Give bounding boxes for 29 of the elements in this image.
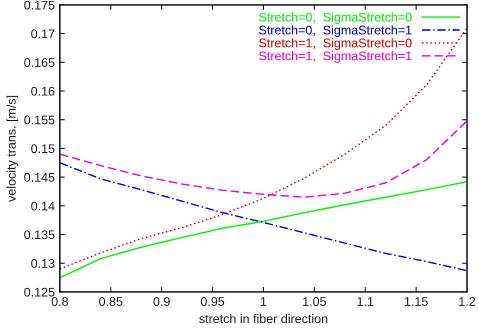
x-tick-label: 0.85	[99, 297, 122, 306]
x-tick-label: 0.95	[200, 297, 224, 306]
y-tick-label: 0.165	[24, 58, 54, 67]
x-tick-label: 1	[260, 297, 266, 306]
y-tick-label: 0.17	[31, 29, 54, 38]
y-tick-label: 0.14	[31, 202, 55, 210]
y-tick-label: 0.145	[24, 172, 54, 182]
line-series	[60, 181, 468, 278]
line-series	[60, 120, 468, 198]
y-axis-title: velocity trans. [m/s]	[6, 96, 18, 202]
y-tick-label: 0.16	[31, 86, 54, 96]
y-tick-label: 0.125	[24, 288, 54, 297]
y-tick-label: 0.13	[31, 259, 54, 268]
x-tick-label: 0.9	[153, 297, 170, 306]
legend-label: Stretch=1, SigmaStretch=1	[259, 51, 412, 63]
y-tick-label: 0.15	[31, 144, 54, 154]
legend-label: Stretch=0, SigmaStretch=0	[259, 12, 412, 24]
legend-label: Stretch=0, SigmaStretch=1	[259, 25, 412, 37]
line-series	[60, 162, 468, 272]
x-tick-label: 1.1	[358, 297, 374, 306]
legend-label: Stretch=1, SigmaStretch=0	[259, 38, 412, 50]
x-tick-label: 1.05	[303, 297, 326, 306]
x-tick-label: 0.8	[52, 297, 68, 306]
x-axis-title: stretch in fiber direction	[199, 314, 328, 324]
x-tick-label: 1.15	[404, 297, 428, 306]
y-tick-label: 0.175	[24, 0, 54, 10]
x-tick-label: 1.2	[459, 297, 476, 306]
y-tick-label: 0.135	[24, 230, 54, 240]
y-tick-label: 0.155	[24, 116, 54, 124]
